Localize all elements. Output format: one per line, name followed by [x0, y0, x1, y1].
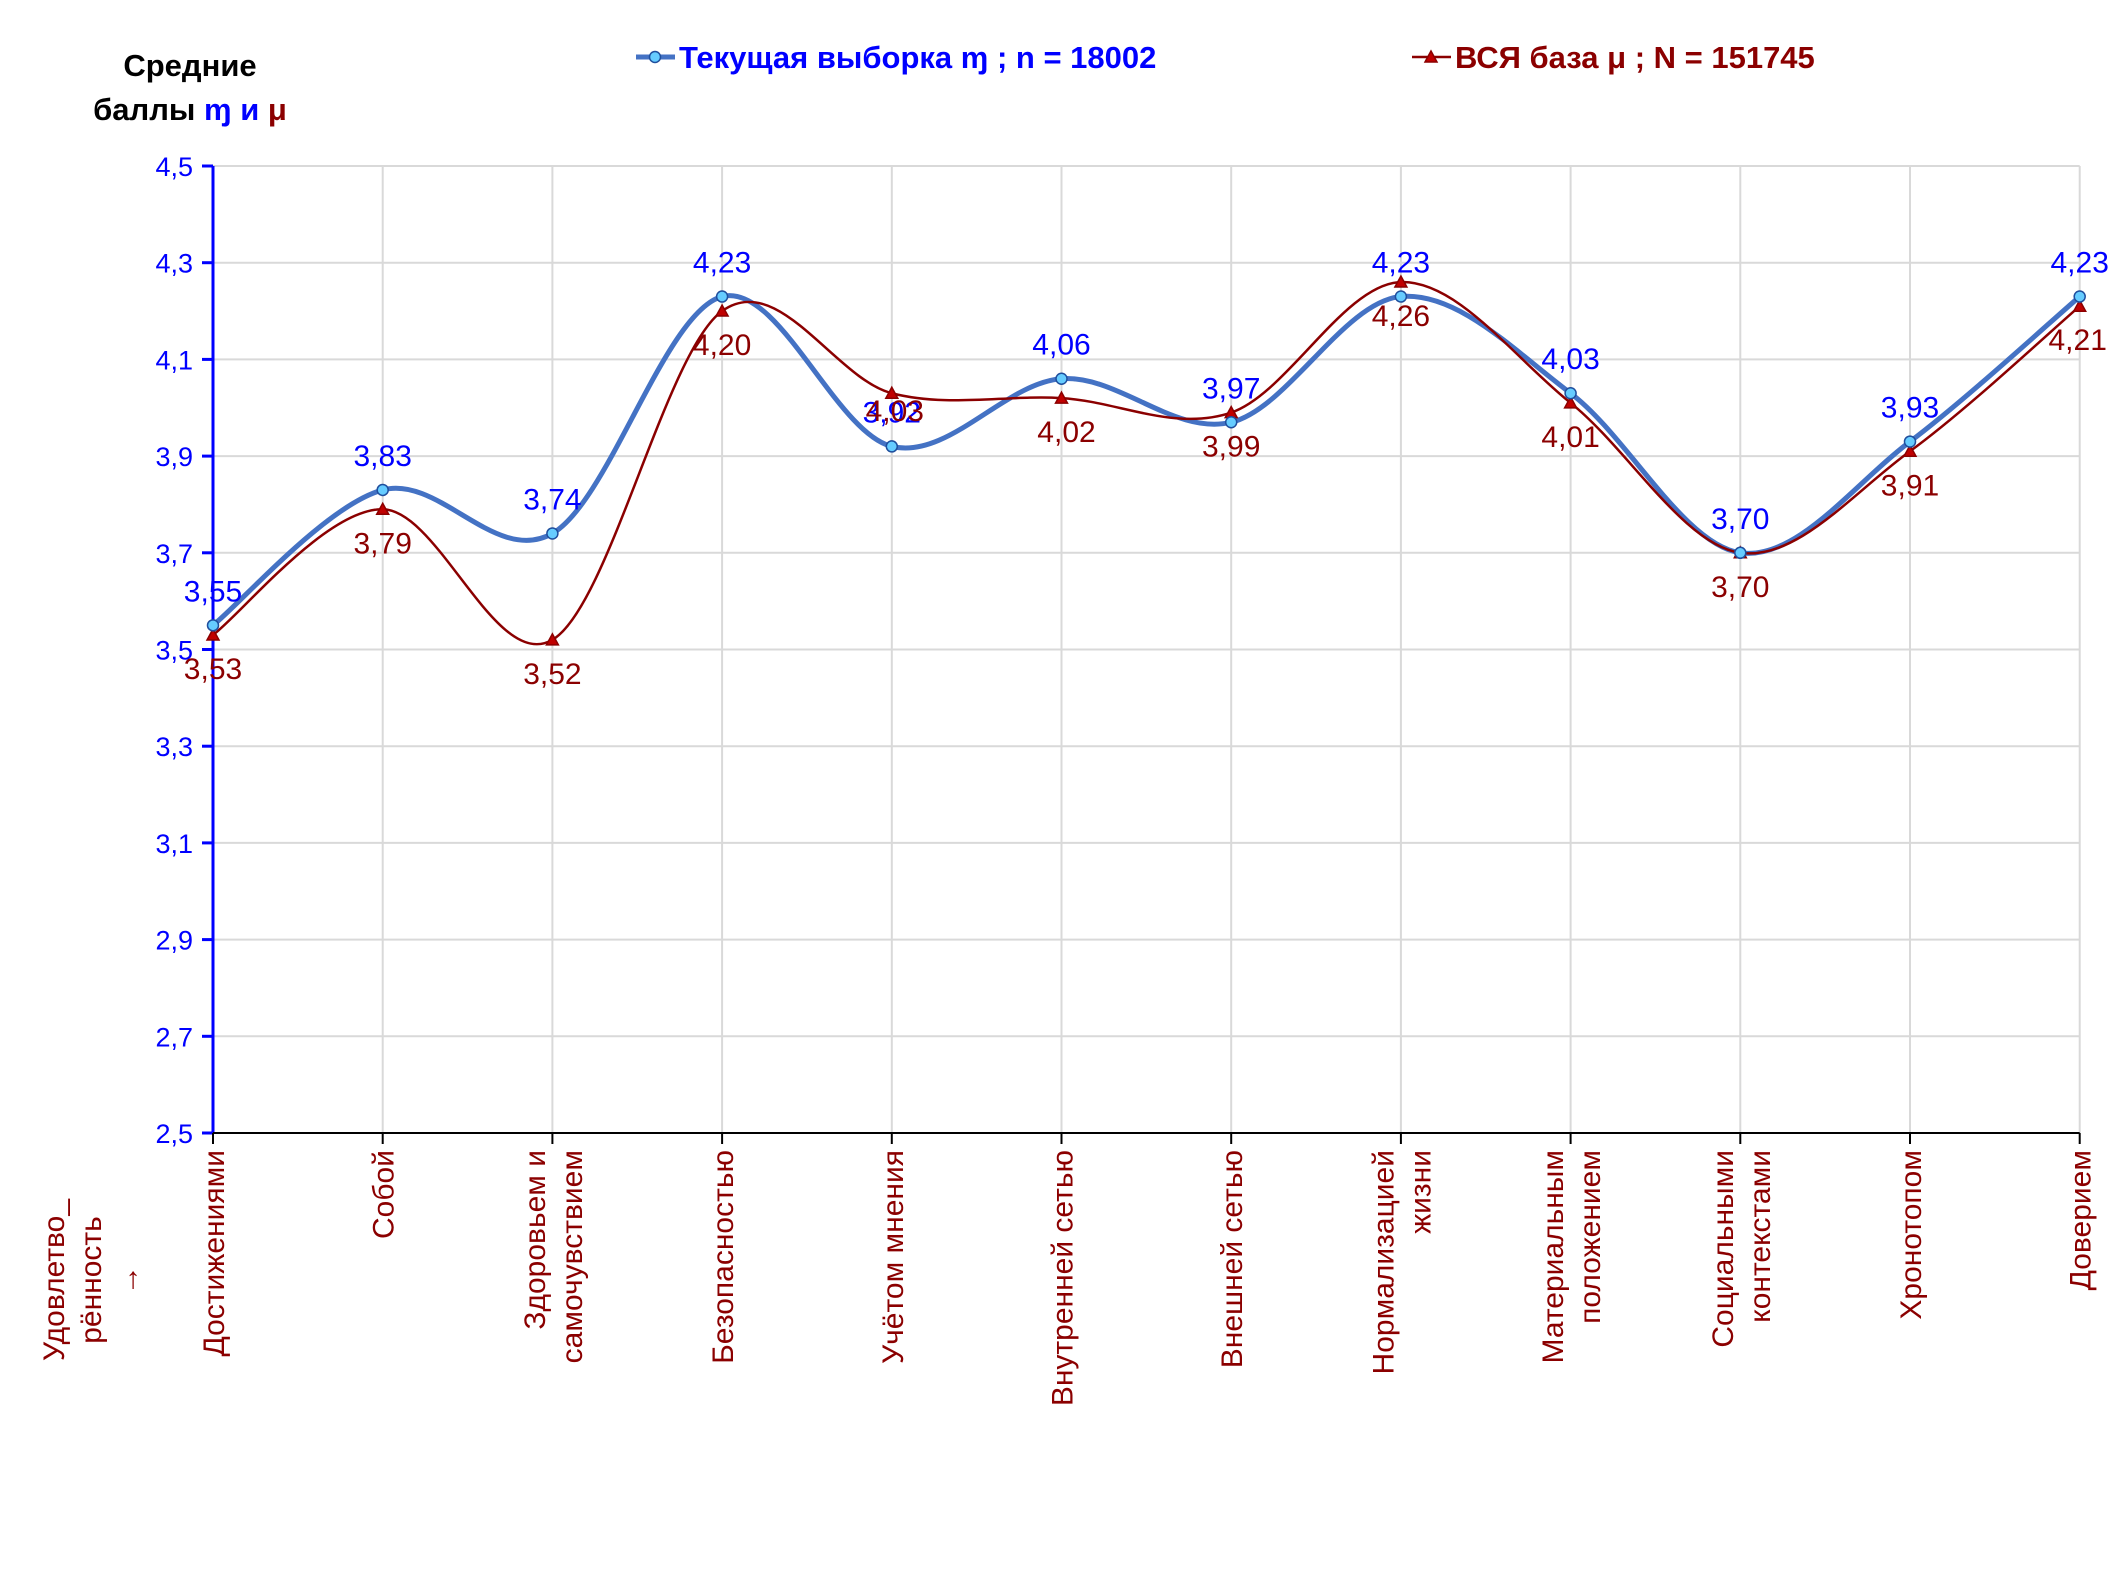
marker-current-sample [1055, 372, 1068, 385]
marker-current-sample [1734, 546, 1747, 560]
x-category-label: Материальным [1537, 1150, 1570, 1363]
data-label-current-sample: 4,23 [1372, 247, 1430, 280]
marker-current-sample [1903, 435, 1917, 448]
data-label-current-sample: 3,70 [1711, 503, 1769, 536]
data-label-whole-base: 3,99 [1202, 431, 1260, 464]
y-tick-label: 3,3 [155, 732, 193, 762]
data-label-current-sample: 4,06 [1032, 329, 1090, 362]
x-category-label: Нормализацией [1367, 1150, 1400, 1374]
x-side-label: → [112, 1265, 145, 1295]
marker-whole-base [1902, 443, 1918, 458]
data-label-current-sample: 4,03 [1541, 343, 1599, 376]
marker-current-sample [715, 290, 729, 303]
legend-marker-whole-base [1423, 49, 1439, 63]
marker-current-sample [376, 483, 389, 497]
marker-whole-base [545, 632, 560, 646]
y-axis-title-and: и [240, 92, 260, 127]
data-label-whole-base: 4,03 [866, 395, 924, 428]
marker-current-sample [546, 527, 559, 540]
marker-whole-base [1393, 274, 1409, 288]
y-tick-label: 3,7 [155, 539, 193, 569]
marker-whole-base [205, 627, 221, 641]
data-label-current-sample: 3,93 [1881, 392, 1939, 425]
data-label-current-sample: 4,23 [2051, 247, 2109, 280]
marker-whole-base [884, 385, 900, 399]
marker-whole-base [1054, 390, 1069, 404]
legend-label-whole-base: ВСЯ база μ ; N = 151745 [1455, 40, 1815, 75]
y-tick-label: 3,1 [155, 829, 193, 859]
x-category-label: Безопасностью [707, 1150, 740, 1364]
data-label-whole-base: 4,21 [2049, 324, 2107, 357]
x-category-label: самочувствием [556, 1150, 589, 1363]
y-tick-label: 4,1 [155, 345, 193, 375]
y-axis-title: Средние баллы ɱ и μ [90, 44, 290, 132]
data-label-whole-base: 3,91 [1881, 469, 1939, 502]
x-category-label: Доверием [2065, 1150, 2098, 1290]
data-label-current-sample: 3,92 [863, 396, 921, 429]
y-axis-title-word: баллы [93, 92, 196, 127]
x-side-label: рённость [75, 1216, 108, 1344]
x-category-label: Достижениями [198, 1150, 231, 1357]
data-label-current-sample: 3,74 [523, 483, 581, 516]
y-tick-label: 4,3 [155, 249, 193, 279]
y-axis-title-symbol-mu: μ [267, 92, 287, 127]
y-axis-title-symbol-m: ɱ [204, 92, 232, 127]
x-category-label: Здоровьем и [519, 1150, 552, 1330]
data-label-whole-base: 3,70 [1711, 571, 1769, 604]
y-tick-label: 3,5 [155, 636, 193, 666]
x-category-label: положением [1574, 1150, 1607, 1324]
marker-current-sample [1224, 416, 1238, 429]
data-label-whole-base: 4,01 [1541, 421, 1599, 454]
y-tick-label: 4,5 [155, 152, 193, 182]
x-category-label: контекстами [1744, 1150, 1777, 1323]
marker-current-sample [206, 619, 220, 632]
marker-whole-base [375, 501, 390, 516]
legend-marker-current-sample [648, 50, 662, 64]
x-category-label: Внешней сетью [1216, 1150, 1249, 1368]
y-axis-title-line1: Средние [123, 48, 257, 83]
y-tick-label: 2,7 [155, 1022, 193, 1052]
x-category-label: Внутренней сетью [1047, 1150, 1080, 1406]
x-side-label: Удовлетво_ [38, 1198, 71, 1361]
x-category-label: Социальными [1707, 1150, 1740, 1348]
data-label-whole-base: 3,53 [184, 653, 242, 686]
data-label-whole-base: 4,26 [1372, 300, 1430, 333]
x-category-label: Хронотопом [1895, 1150, 1928, 1320]
marker-current-sample [2073, 290, 2086, 303]
y-axis-title-line2: баллы ɱ и μ [90, 88, 290, 132]
marker-whole-base [1563, 395, 1578, 409]
data-label-whole-base: 4,20 [693, 329, 751, 362]
x-category-label: Учётом мнения [877, 1150, 910, 1364]
x-category-label: Собой [368, 1150, 401, 1239]
data-label-whole-base: 4,02 [1037, 416, 1095, 449]
data-label-current-sample: 3,83 [354, 440, 412, 473]
x-category-label: жизни [1404, 1150, 1437, 1234]
series-line-current-sample [211, 293, 2082, 628]
legend-label-current-sample: Текущая выборка ɱ ; n = 18002 [679, 40, 1156, 75]
data-label-current-sample: 3,55 [184, 575, 242, 608]
y-tick-label: 2,5 [155, 1119, 193, 1149]
series-line-whole-base [212, 280, 2081, 646]
marker-current-sample [885, 440, 899, 453]
data-label-whole-base: 3,79 [354, 527, 412, 560]
data-label-whole-base: 3,52 [523, 658, 581, 691]
data-label-current-sample: 3,97 [1202, 372, 1260, 405]
marker-current-sample [1564, 386, 1577, 400]
marker-current-sample [1394, 290, 1408, 303]
y-tick-label: 2,9 [155, 926, 193, 956]
data-label-current-sample: 4,23 [693, 247, 751, 280]
marker-whole-base [2072, 298, 2087, 312]
marker-whole-base [714, 303, 730, 317]
y-tick-label: 3,9 [155, 442, 193, 472]
